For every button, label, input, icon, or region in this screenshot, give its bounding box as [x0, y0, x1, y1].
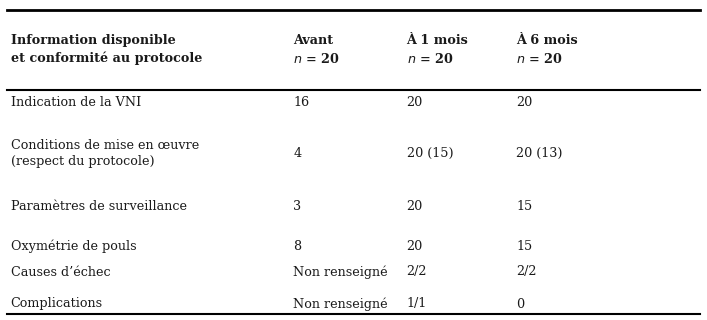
Text: 15: 15 [516, 240, 532, 253]
Text: Causes d’échec: Causes d’échec [11, 266, 110, 278]
Text: Complications: Complications [11, 298, 103, 310]
Text: 20 (15): 20 (15) [407, 147, 453, 160]
Text: 20: 20 [407, 240, 423, 253]
Text: Information disponible
et conformité au protocole: Information disponible et conformité au … [11, 34, 202, 65]
Text: 3: 3 [293, 200, 301, 213]
Text: 20 (13): 20 (13) [516, 147, 563, 160]
Text: 0: 0 [516, 298, 524, 310]
Text: 8: 8 [293, 240, 301, 253]
Text: 2/2: 2/2 [516, 266, 537, 278]
Text: 20: 20 [407, 200, 423, 213]
Text: 2/2: 2/2 [407, 266, 427, 278]
Text: Indication de la VNI: Indication de la VNI [11, 96, 141, 109]
Text: 4: 4 [293, 147, 301, 160]
Text: Non renseigné: Non renseigné [293, 265, 388, 279]
Text: 20: 20 [516, 96, 532, 109]
Text: À 1 mois
$n$ = 20: À 1 mois $n$ = 20 [407, 34, 468, 66]
Text: 1/1: 1/1 [407, 298, 427, 310]
Text: Avant
$n$ = 20: Avant $n$ = 20 [293, 34, 340, 66]
Text: À 6 mois
$n$ = 20: À 6 mois $n$ = 20 [516, 34, 578, 66]
Text: Paramètres de surveillance: Paramètres de surveillance [11, 200, 187, 213]
Text: Conditions de mise en œuvre
(respect du protocole): Conditions de mise en œuvre (respect du … [11, 139, 199, 168]
Text: 20: 20 [407, 96, 423, 109]
Text: Oxymétrie de pouls: Oxymétrie de pouls [11, 240, 136, 253]
Text: Non renseigné: Non renseigné [293, 297, 388, 311]
Text: 15: 15 [516, 200, 532, 213]
Text: 16: 16 [293, 96, 310, 109]
